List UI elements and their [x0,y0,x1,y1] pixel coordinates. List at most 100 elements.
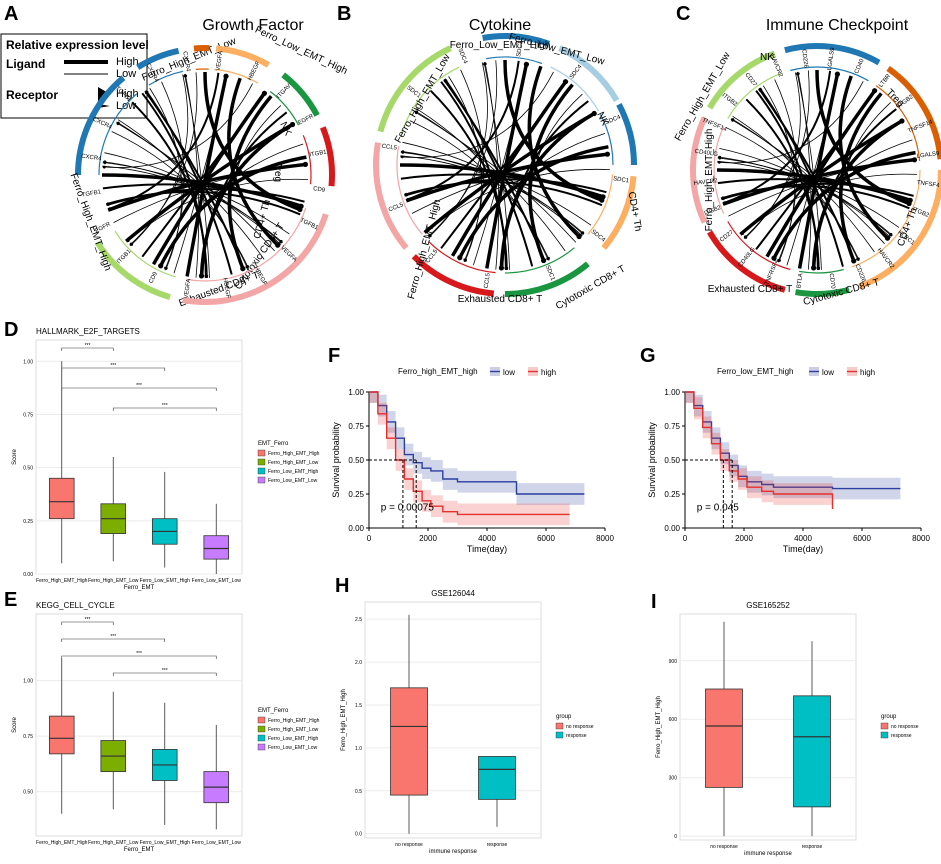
interaction-chord [758,87,844,267]
receptor-arrowhead [428,233,432,237]
receptor-arrowhead [856,257,859,261]
gene-label-tgfb1: TGFB1 [81,189,102,198]
interaction-chord [117,119,249,269]
gene-label-havcr2: HAVCR2 [693,178,718,187]
x-tick-label: 2000 [419,534,437,543]
survival-curve-high [369,391,570,516]
group-inner-arc-nk [148,70,184,86]
receptor-arrowhead [546,257,550,261]
receptor-arrowhead [225,75,229,78]
legend-title: group [556,714,572,720]
interaction-chord [399,163,606,200]
receptor-arrowhead [580,231,584,235]
legend-title: EMT_Ferro [258,441,289,447]
receptor-arrowhead [851,259,855,263]
interaction-chord [755,90,819,271]
group-arc-treg [886,65,941,160]
receptor-arrowhead [604,151,611,157]
interaction-chord [107,162,308,212]
chord-diagram-cytokine: CytokineFerro_High_EMT_LowFerro_Low_EMT_… [373,17,643,312]
legend-title: EMT_Ferro [258,708,289,714]
legend-label-no-response: no response [566,724,594,730]
panel-letter-b: B [337,3,351,25]
box-ferro-high-emt-high [48,715,75,755]
panel-letter-g: G [640,345,656,367]
group-label-exhausted-cd8-t: Exhausted CD8+ T [708,284,793,295]
significance-bracket [61,387,217,391]
significance-bracket [61,655,217,659]
receptor-arrowhead [245,265,249,269]
legend-label-low: low [503,368,515,377]
interaction-chord [796,71,822,270]
boxplot-gse165252: GSE165252 0 300 600 900 no response response im… [656,601,919,857]
interaction-chord [400,71,554,158]
group-arc-exhausted-cd8-t [320,126,335,187]
legend-label-no-response: no response [891,724,919,730]
legend-swatch-ferro-low-emt-high [257,734,266,742]
y-tick-label: 0.00 [348,524,364,533]
chord-title: Cytokine [469,17,531,34]
group-inner-arc-ferro-low-emt-high [98,93,138,176]
gene-label-cd27: CD27 [719,229,735,243]
y-tick-label: 1.5 [355,703,362,709]
gene-label-lgals9: LGALS9 [827,47,836,71]
group-inner-arc-ferro-high-emt-low [727,72,783,119]
group-arc-ferro-high-emt-high [373,142,409,250]
x-tick-label: Ferro_Low_EMT_High [140,578,191,584]
receptor-arrowhead [198,273,205,279]
group-arc-ferro-low-emt-high [75,75,126,176]
group-label-nk: NK [594,110,610,128]
gene-label-sdc4: SDC4 [456,48,468,66]
y-tick-label: 0.25 [664,490,680,499]
y-tick-label: 0.50 [23,466,33,472]
group-arc-nk [616,102,638,166]
y-axis-label: Survival probability [331,422,341,498]
receptor-arrowhead [263,92,267,96]
receptor-arrowhead [275,242,281,248]
gene-label-cxcr4: CXCR4 [81,154,103,163]
x-tick-label: 4000 [478,534,496,543]
x-tick-label: 8000 [912,534,930,543]
plot-title: HALLMARK_E2F_TARGETS [36,327,140,336]
receptor-arrowhead [240,267,244,271]
gene-label-cd9: CD9 [313,186,326,194]
group-label-ferro-high-emt-high: Ferro_High_EMT_High [704,129,715,232]
interaction-chord [101,173,304,209]
receptor-arrowhead [576,233,582,240]
y-tick-label: 0.75 [348,422,364,431]
gene-label-egfr: EGFR [297,113,315,126]
legend-title: Relative expression level [6,38,149,52]
y-tick-label: 1.00 [664,388,680,397]
boxplot-hallmark-e2f: HALLMARK_E2F_TARGETS 0.00 0.25 0.50 0.75 1.00… [12,327,320,591]
receptor-arrowhead [298,203,304,209]
legend-swatch-ferro-high-emt-high [257,716,266,724]
group-inner-arc-treg [875,85,921,162]
interaction-chord [440,81,507,271]
receptor-arrowhead [158,263,164,269]
group-arc-ferro-high-emt-low [94,240,171,300]
legend-label-low: low [822,368,834,377]
y-tick-label: 1.00 [23,359,33,365]
y-tick-label: 0.5 [355,789,362,795]
legend-swatch-no-response [555,722,564,730]
gene-label-vegfa: VEGFA [279,245,298,263]
gene-label-ccl5: CCL5 [388,202,405,214]
x-tick-label: Ferro_High_EMT_High [36,578,88,584]
interaction-chord [771,150,916,261]
legend-swatch-no-response [880,722,889,730]
gene-label-tnfsf4: TNFSF4 [916,180,940,189]
interaction-chord [530,93,583,263]
interaction-chord [402,141,584,235]
receptor-arrowhead [873,89,877,93]
gene-label-vegfa: VEGFA [184,278,193,299]
group-label-ferro-low-emt-high: Ferro_Low_EMT_High [450,40,551,51]
plot-title: GSE165252 [746,601,790,610]
y-tick-label: 2.0 [355,660,362,666]
panel-letter-h: H [335,575,349,597]
legend-label-ferro-high-emt-low: Ferro_High_EMT_Low [268,727,319,733]
legend-ligand-label: Ligand [6,57,45,71]
interaction-chord [841,102,891,264]
group-inner-arc-ferro-high-emt-high [186,207,307,282]
confidence-band-low [685,392,901,500]
